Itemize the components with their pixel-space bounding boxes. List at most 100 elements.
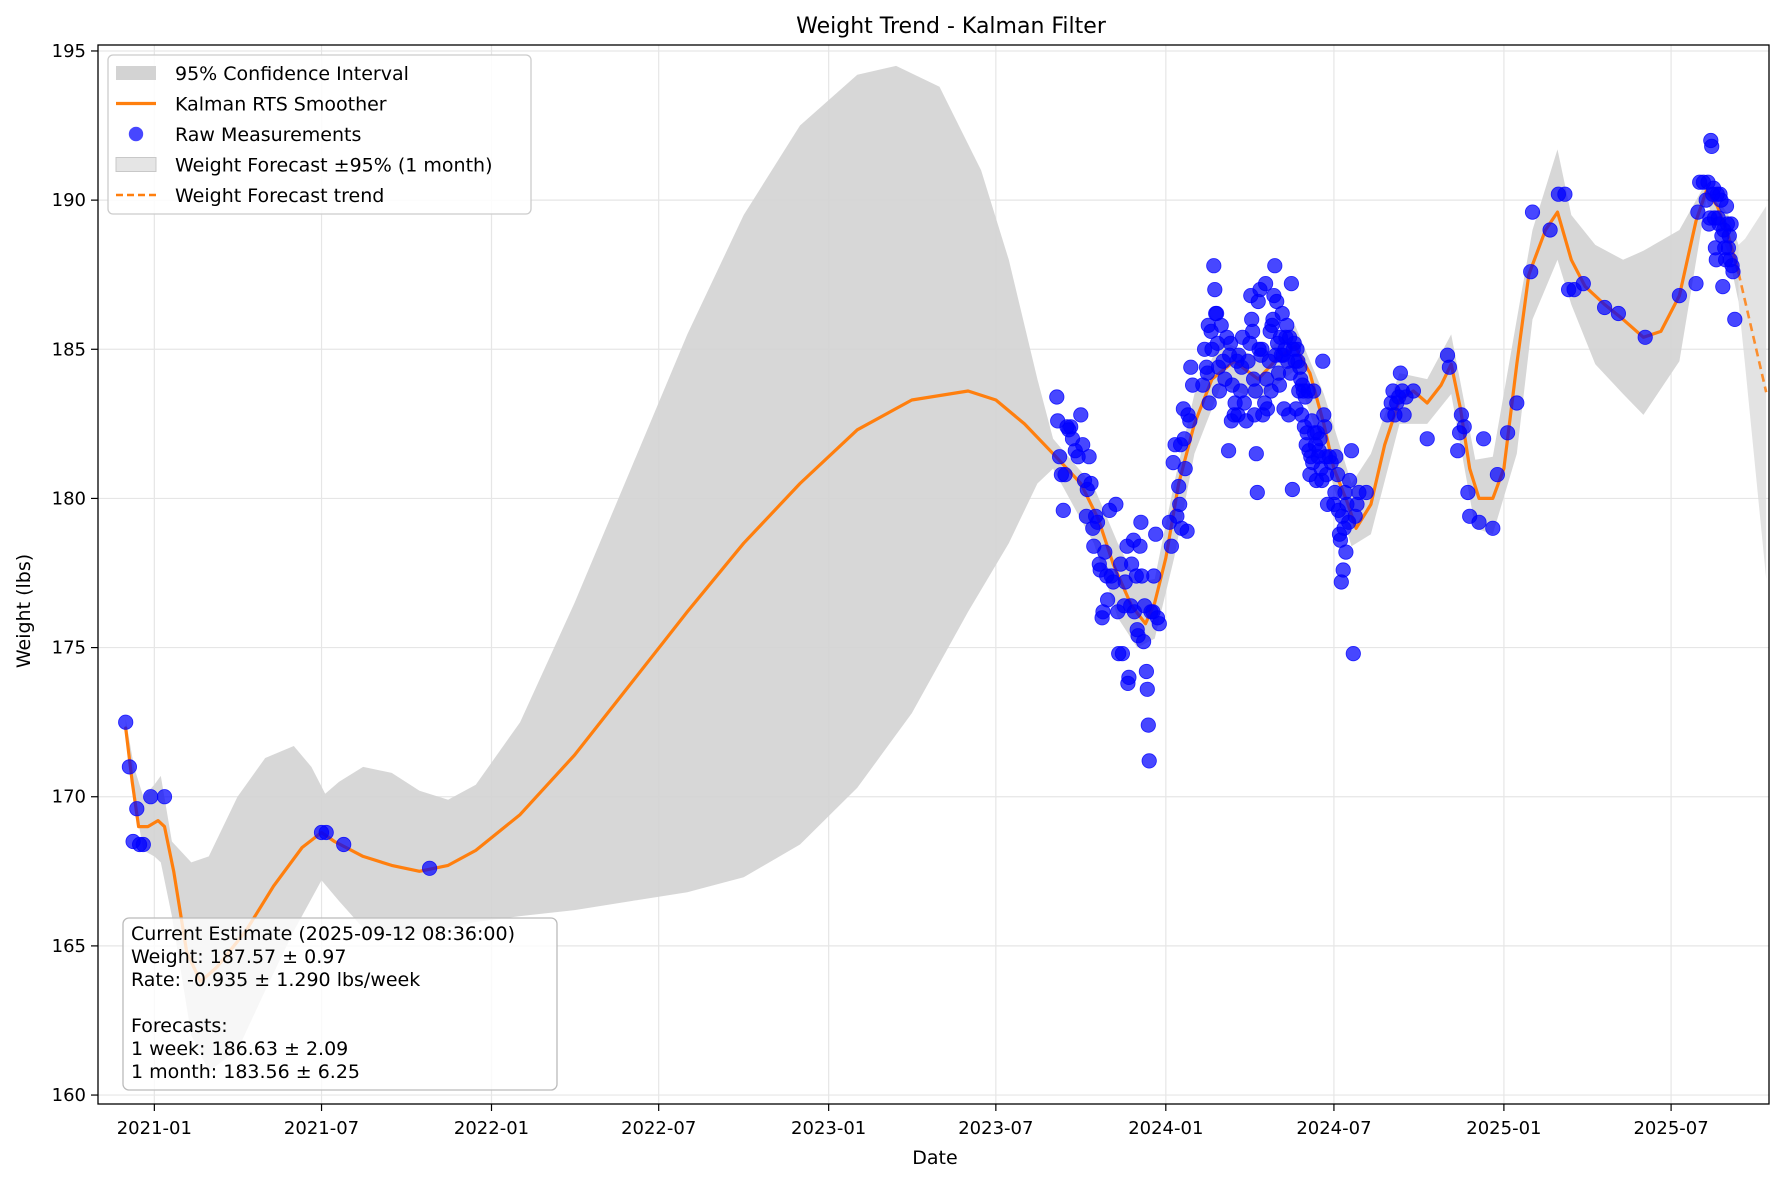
y-tick-label: 185 <box>52 339 86 360</box>
raw-measurement-point <box>1075 437 1091 453</box>
raw-measurement-point <box>1206 258 1222 274</box>
raw-measurement-point <box>1163 538 1180 554</box>
raw-measurement-point <box>143 789 159 805</box>
x-tick-label: 2024-07 <box>1296 1118 1371 1139</box>
raw-measurement-point <box>1723 216 1739 232</box>
raw-measurement-point <box>1165 454 1181 471</box>
raw-measurement-point <box>1083 475 1099 492</box>
x-tick-label: 2023-07 <box>958 1118 1033 1139</box>
legend: 95% Confidence Interval Kalman RTS Smooth… <box>107 54 532 215</box>
legend-raw-swatch <box>128 126 144 142</box>
current-estimate-frame <box>122 917 558 1091</box>
x-tick-label: 2023-01 <box>791 1118 866 1139</box>
raw-measurement-point <box>1133 514 1149 530</box>
raw-measurement-point <box>1338 544 1354 560</box>
raw-measurement-point <box>1108 496 1124 512</box>
raw-measurement-point <box>118 714 134 730</box>
current-estimate-line: Forecasts: <box>131 1015 228 1037</box>
raw-measurement-point <box>129 801 145 817</box>
y-tick-label: 160 <box>52 1085 86 1106</box>
raw-measurement-point <box>1207 281 1223 298</box>
x-tick-label: 2024-01 <box>1128 1118 1203 1139</box>
raw-measurement-point <box>1139 681 1155 697</box>
raw-measurement-point <box>1471 514 1487 530</box>
raw-measurement-point <box>1176 431 1192 447</box>
raw-measurement-point <box>1249 484 1265 501</box>
raw-measurement-point <box>1358 484 1374 501</box>
forecast-trend-line <box>1737 272 1768 393</box>
x-tick-label: 2025-01 <box>1466 1118 1541 1139</box>
y-tick-label: 170 <box>52 787 86 808</box>
legend-ci-label: 95% Confidence Interval <box>175 63 409 85</box>
raw-measurement-point <box>1306 383 1322 399</box>
y-axis-ticks: 160 165 170 175 180 185 190 195 <box>52 41 98 1106</box>
raw-measurement-point <box>1610 305 1627 322</box>
raw-measurement-point <box>1342 472 1358 489</box>
y-axis-label: Weight (lbs) <box>13 554 35 668</box>
confidence-interval-band <box>125 65 1739 1072</box>
raw-measurement-point <box>1148 526 1164 542</box>
raw-measurement-point <box>1132 538 1148 554</box>
raw-measurement-point <box>1688 275 1704 292</box>
current-estimate-line: Weight: 187.57 ± 0.97 <box>131 946 346 968</box>
raw-measurement-point <box>1283 275 1300 292</box>
raw-measurement-point <box>1183 359 1199 375</box>
legend-frame <box>107 54 532 215</box>
plot-frame <box>97 44 1770 1105</box>
raw-measurement-point <box>1441 359 1458 375</box>
raw-measurement-point <box>1690 204 1706 220</box>
raw-measurement-point <box>1557 186 1573 202</box>
raw-measurement-point <box>1419 431 1435 447</box>
current-estimate-line: 1 week: 186.63 ± 2.09 <box>131 1038 348 1060</box>
raw-measurement-point <box>1240 353 1256 369</box>
legend-smoother-label: Kalman RTS Smoother <box>175 94 387 116</box>
raw-measurement-point <box>1476 431 1492 447</box>
x-axis-ticks: 2021-01 2021-07 2022-01 2022-07 2023-01 2023-… <box>117 1104 1709 1139</box>
raw-measurement-point <box>1254 341 1270 357</box>
raw-measurement-point <box>1575 275 1591 292</box>
raw-measurement-point <box>1718 198 1735 214</box>
raw-measurement-point <box>1284 481 1301 498</box>
raw-measurement-point <box>1317 419 1333 435</box>
legend-forecast_trend-label: Weight Forecast trend <box>175 185 384 207</box>
raw-measurement-point <box>1523 264 1539 280</box>
raw-measurement-point <box>1248 446 1264 462</box>
raw-measurement-point <box>1236 395 1252 411</box>
raw-measurement-point <box>1182 413 1198 429</box>
raw-measurement-point <box>1637 329 1653 345</box>
raw-measurement-point <box>1509 395 1525 411</box>
raw-measurement-point <box>156 789 173 805</box>
raw-measurement-point <box>1396 407 1412 423</box>
raw-measurement-point <box>1097 544 1113 560</box>
raw-measurement-point <box>1392 365 1409 381</box>
raw-measurement-point <box>1100 592 1116 608</box>
y-tick-label: 195 <box>52 41 86 62</box>
raw-measurement-point <box>1330 466 1346 483</box>
raw-measurement-point <box>1136 633 1152 650</box>
y-tick-label: 175 <box>52 638 86 659</box>
raw-measurement-point <box>1485 520 1501 536</box>
legend-ci-swatch <box>116 66 156 80</box>
raw-measurement-point <box>1715 278 1731 295</box>
raw-measurement-point <box>1089 514 1106 530</box>
raw-measurement-point <box>1172 496 1188 512</box>
legend-raw-label: Raw Measurements <box>175 124 361 146</box>
raw-measurement-point <box>1057 466 1073 483</box>
raw-measurement-point <box>1345 645 1361 662</box>
raw-measurement-point <box>1727 311 1743 327</box>
y-tick-label: 190 <box>52 190 86 211</box>
raw-measurement-point <box>421 860 438 876</box>
raw-measurement-point <box>1052 449 1068 465</box>
raw-measurement-point <box>1141 753 1157 769</box>
current-estimate-line: Rate: -0.935 ± 1.290 lbs/week <box>131 969 420 991</box>
raw-measurement-point <box>1405 383 1422 399</box>
raw-measurement-point <box>1267 258 1283 274</box>
x-tick-label: 2025-07 <box>1633 1118 1708 1139</box>
x-tick-label: 2022-07 <box>621 1118 696 1139</box>
legend-forecast_band-label: Weight Forecast ±95% (1 month) <box>175 155 492 177</box>
raw-measurement-point <box>1597 299 1613 316</box>
x-tick-label: 2021-01 <box>117 1118 192 1139</box>
raw-measurement-point <box>1171 478 1187 495</box>
raw-measurement-point <box>1138 663 1155 680</box>
